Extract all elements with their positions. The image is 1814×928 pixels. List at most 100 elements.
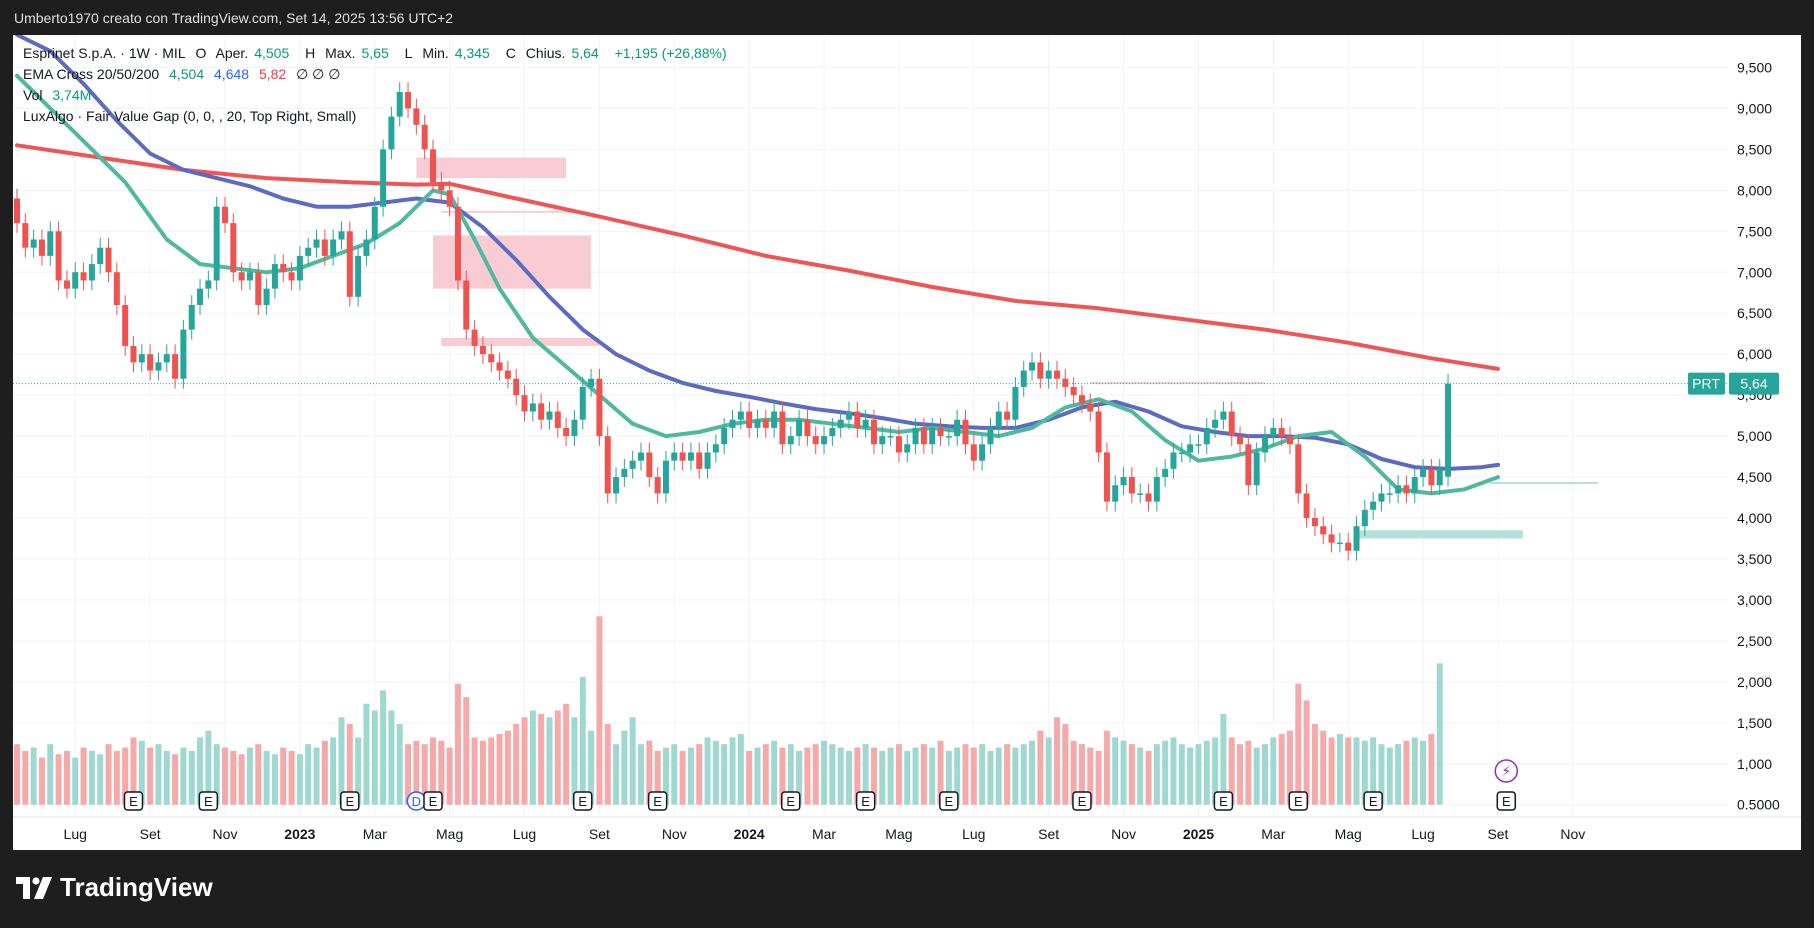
volume-bar <box>920 744 927 805</box>
time-tick-label: Mar <box>363 826 387 842</box>
volume-bar <box>1320 730 1327 805</box>
ema200-line <box>15 143 1500 371</box>
volume-bar <box>546 717 553 805</box>
time-tick-label: Nov <box>662 826 687 842</box>
legend-ema20-value: 4,504 <box>169 66 205 82</box>
candle-body <box>1295 444 1302 494</box>
tradingview-logo[interactable]: TradingView <box>16 872 213 903</box>
volume-bar <box>1112 737 1119 805</box>
volume-bar <box>1178 744 1185 805</box>
candle-body <box>30 239 37 248</box>
candle-body <box>438 182 445 191</box>
earnings-marker-label: E <box>1294 794 1303 809</box>
candle-body <box>538 403 545 420</box>
candle-body <box>563 427 570 437</box>
candle-body <box>1203 427 1210 445</box>
volume-bar <box>787 744 794 805</box>
candle-body <box>729 419 736 428</box>
volume-bar <box>172 754 179 805</box>
volume-bar <box>846 750 852 805</box>
candle-body <box>821 436 828 445</box>
chart-panel[interactable]: 9,500 9,000 8,500 8,000 7,500 7,000 6,500 6,000… <box>13 35 1801 850</box>
candle-body <box>1120 477 1127 486</box>
legend-open: O Aper. 4,505 <box>195 45 290 61</box>
legend-ema-row[interactable]: EMA Cross 20/50/200 4,504 4,648 5,82 ∅ ∅… <box>23 64 733 85</box>
volume-bar <box>596 616 603 805</box>
candle-body <box>1303 493 1310 519</box>
candle-body <box>1178 452 1185 454</box>
price-tick-label: 1,500 <box>1737 715 1772 731</box>
candle-body <box>787 436 794 445</box>
candle-body <box>1445 383 1452 477</box>
volume-bar <box>1361 740 1368 805</box>
candle-body <box>1062 378 1069 387</box>
volume-bar <box>504 730 511 805</box>
volume-bar <box>122 747 129 805</box>
legend-change: +1,195 (+26,88%) <box>614 45 727 61</box>
volume-bar <box>97 754 104 805</box>
candle-body <box>238 272 245 281</box>
price-tick-label: 6,500 <box>1737 305 1772 321</box>
earnings-marker <box>340 791 360 811</box>
volume-bar <box>230 750 237 805</box>
volume-bar <box>712 740 719 805</box>
candle-body <box>1361 509 1368 527</box>
legend-ema50-value: 4,648 <box>214 66 250 82</box>
legend-ema-extra: ∅ ∅ ∅ <box>296 66 341 82</box>
volume-bar <box>1220 713 1227 805</box>
fvg-zone <box>1489 481 1598 484</box>
volume-bar <box>1270 737 1277 805</box>
earnings-marker <box>647 791 668 811</box>
volume-bar <box>488 737 495 805</box>
volume-bar <box>197 737 204 805</box>
volume-bar <box>346 723 353 805</box>
time-tick-label: Lug <box>1411 826 1434 842</box>
legend-vol-row[interactable]: Vol 3,74M <box>23 85 733 106</box>
earnings-marker-label: E <box>1502 794 1511 809</box>
candle-body <box>613 477 620 494</box>
legend-low: L Min. 4,345 <box>404 45 490 61</box>
candle-body <box>904 444 911 453</box>
candle-body <box>746 411 753 428</box>
watermark-header: Umberto1970 creato con TradingView.com, … <box>14 10 454 26</box>
tradingview-logo-icon <box>16 876 52 899</box>
volume-bar <box>1228 737 1235 805</box>
volume-bar <box>804 747 811 805</box>
volume-bar <box>1378 744 1385 805</box>
candle-body <box>1378 493 1385 502</box>
volume-bar <box>1012 747 1019 805</box>
candle-body <box>230 223 237 273</box>
candle-body <box>529 403 536 412</box>
volume-bar <box>671 744 678 805</box>
volume-bar <box>970 747 977 805</box>
candle-body <box>172 354 179 379</box>
candle-body <box>762 419 769 428</box>
volume-bar <box>1070 740 1077 805</box>
volume-bar <box>1203 740 1210 805</box>
candle-body <box>887 436 894 438</box>
price-tick-label: 8,000 <box>1737 182 1772 198</box>
volume-bar <box>363 703 370 805</box>
volume-bar <box>380 690 387 805</box>
volume-bar <box>1170 737 1177 805</box>
volume-bar <box>613 744 620 805</box>
volume-bar <box>762 744 769 805</box>
candle-body <box>105 247 112 273</box>
candle-body <box>1128 477 1135 494</box>
volume-bar <box>995 747 1002 805</box>
volume-bar <box>371 710 378 805</box>
volume-bar <box>471 737 478 805</box>
candle-body <box>737 411 744 420</box>
price-chart[interactable]: 9,500 9,000 8,500 8,000 7,500 7,000 6,500 6,000… <box>13 35 1801 850</box>
candle-body <box>638 452 644 461</box>
ticker-badge-label: PRT <box>1692 376 1720 392</box>
candle-body <box>1220 411 1227 420</box>
candle-body <box>88 264 95 281</box>
candle-body <box>779 411 786 445</box>
legend-symbol-row[interactable]: Esprinet S.p.A. · 1W · MIL O Aper. 4,505 … <box>23 43 733 64</box>
candle-body <box>829 427 836 437</box>
candle-body <box>14 198 20 224</box>
legend-luxalgo-row[interactable]: LuxAlgo · Fair Value Gap (0, 0, , 20, To… <box>23 106 733 127</box>
volume-bar <box>638 744 644 805</box>
volume-bar <box>280 747 287 805</box>
